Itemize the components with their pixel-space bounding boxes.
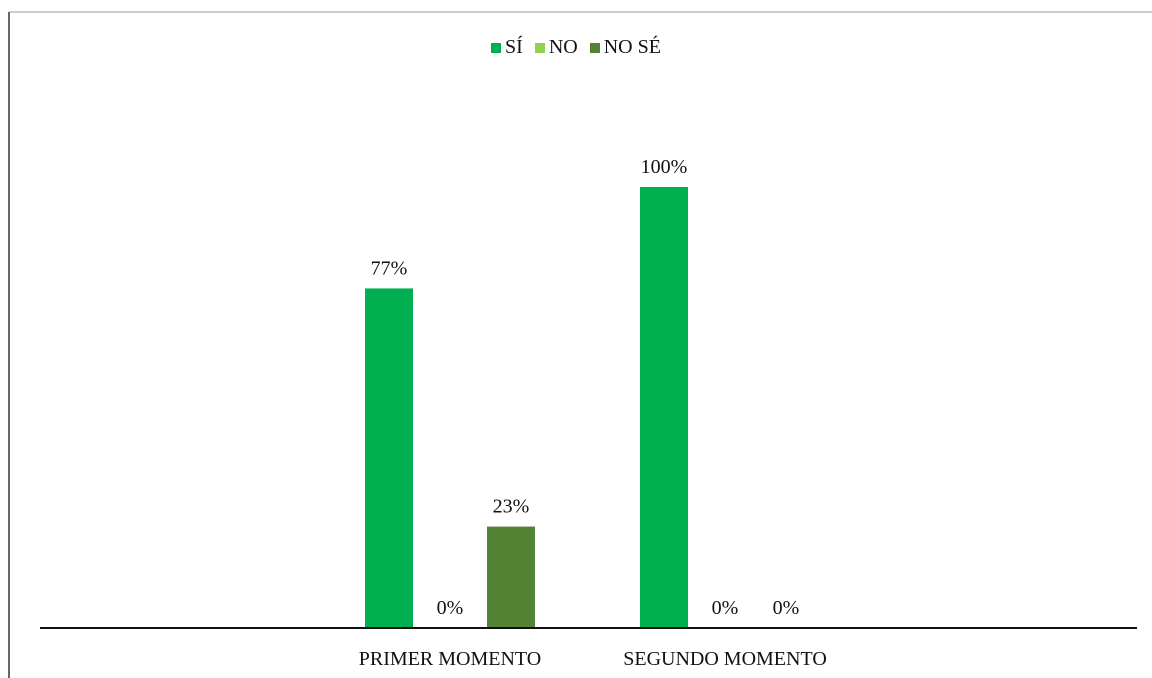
data-label-1-0: 0% [437, 597, 464, 619]
legend-swatch-no [534, 42, 545, 53]
legend-swatch-no-se [589, 42, 600, 53]
chart-legend: SÍ NO NO SÉ [0, 36, 1152, 59]
legend-item-no-se: NO SÉ [589, 36, 661, 59]
data-label-2-0: 23% [493, 496, 530, 518]
data-label-0-0: 77% [371, 257, 408, 279]
bar-2-0 [487, 526, 535, 628]
bar-0-0 [365, 288, 413, 628]
category-label-1: SEGUNDO MOMENTO [623, 648, 827, 670]
data-label-2-1: 0% [773, 597, 800, 619]
category-label-0: PRIMER MOMENTO [359, 648, 541, 670]
legend-swatch-si [491, 42, 502, 53]
legend-item-no: NO [534, 36, 578, 59]
legend-label-no: NO [548, 36, 578, 58]
legend-item-si: SÍ [491, 36, 523, 59]
legend-label-si: SÍ [505, 36, 523, 58]
data-label-0-1: 100% [641, 156, 688, 178]
data-label-1-1: 0% [712, 597, 739, 619]
bar-0-1 [640, 187, 688, 628]
legend-label-no-se: NO SÉ [603, 36, 661, 58]
